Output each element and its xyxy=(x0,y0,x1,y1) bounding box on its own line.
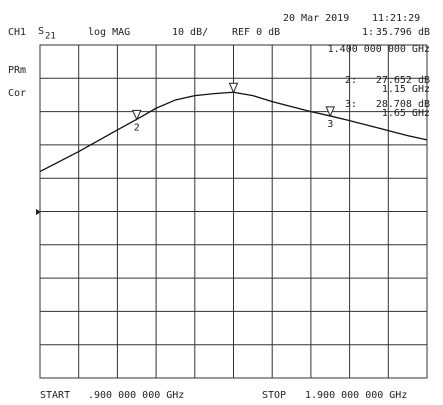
marker-id: 2: xyxy=(345,75,357,86)
reference-pointer xyxy=(36,209,41,215)
channel: CH1 xyxy=(8,27,26,38)
start-value: .900 000 000 GHz xyxy=(88,390,184,401)
marker-freq: 1.400 000 000 GHz xyxy=(328,44,430,55)
marker xyxy=(228,82,239,94)
marker-freq: 1.15 GHz xyxy=(382,84,430,95)
time: 11:21:29 xyxy=(372,13,420,24)
reference: REF 0 dB xyxy=(232,27,280,38)
status: PRm xyxy=(8,65,26,76)
marker-tag: 2 xyxy=(134,122,140,133)
marker xyxy=(325,106,336,118)
stop-label: STOP xyxy=(262,390,286,401)
parameter: S xyxy=(38,26,44,37)
start-label: START xyxy=(40,390,70,401)
marker-id: 1: xyxy=(362,27,374,38)
marker-readout: 27.652 dB xyxy=(376,75,430,86)
status: Cor xyxy=(8,88,26,99)
stop-value: 1.900 000 000 GHz xyxy=(305,390,407,401)
marker-tag: 3 xyxy=(327,119,333,130)
marker xyxy=(131,109,142,121)
parameter-sub: 21 xyxy=(45,32,56,42)
format: log MAG xyxy=(88,27,130,38)
date: 20 Mar 2019 xyxy=(283,13,349,24)
marker-readout: 28.708 dB xyxy=(376,99,430,110)
marker-freq: 1.65 GHz xyxy=(382,108,430,119)
marker-readout: 35.796 dB xyxy=(376,27,430,38)
marker-id: 3: xyxy=(345,99,357,110)
scale: 10 dB/ xyxy=(172,27,208,38)
